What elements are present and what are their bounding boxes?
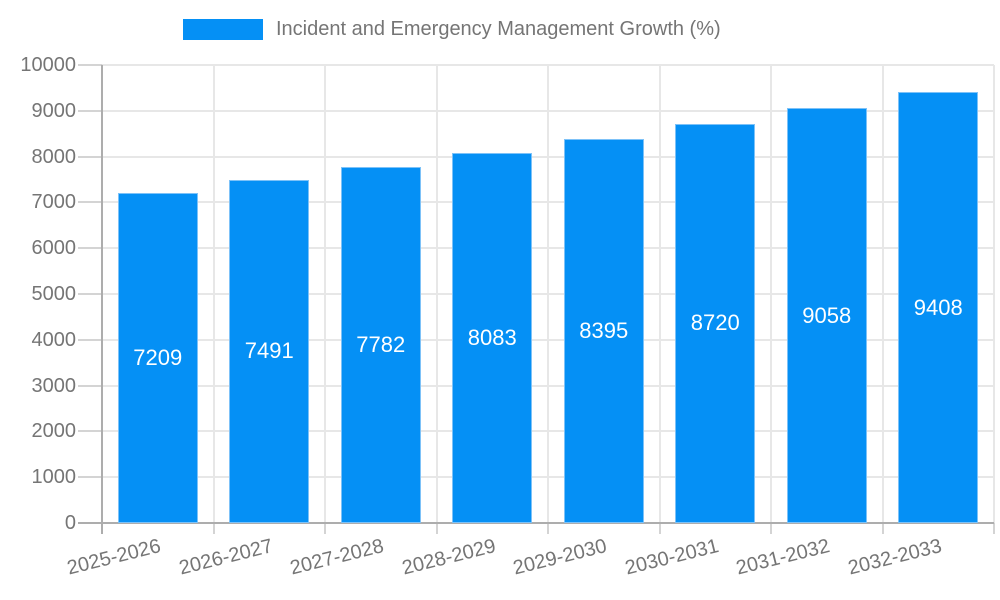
y-axis-tick: [78, 430, 102, 433]
x-tick-label: 2030-2031: [622, 535, 721, 580]
y-axis-tick: [78, 155, 102, 158]
bar-value-label: 8395: [579, 317, 629, 343]
y-axis-tick: [78, 293, 102, 295]
bar-2025-2026: 7209: [117, 192, 198, 523]
bar-value-label: 9408: [913, 294, 963, 320]
y-tick-label: 8000: [31, 145, 77, 168]
y-tick-label: 0: [64, 512, 76, 534]
bar-2029-2030: 8395: [563, 138, 644, 523]
gridline-vertical: [770, 65, 772, 523]
x-tick-label: 2032-2033: [845, 535, 944, 580]
x-tick-label: 2027-2028: [287, 535, 387, 580]
x-axis-tick: [658, 523, 661, 534]
y-tick-label: 7000: [31, 191, 77, 214]
bar-2032-2033: 9408: [898, 92, 979, 523]
x-axis-tick: [993, 523, 995, 534]
y-axis-tick: [78, 338, 102, 341]
y-axis-tick: [78, 384, 102, 387]
x-axis-tick: [547, 523, 549, 534]
gridline-vertical: [547, 65, 549, 523]
bar-2030-2031: 8720: [675, 123, 756, 523]
legend[interactable]: Incident and Emergency Management Growth…: [183, 18, 721, 41]
y-axis-line: [101, 65, 103, 534]
y-axis-tick: [78, 109, 102, 112]
y-axis-tick: [78, 476, 102, 479]
y-tick-label: 1000: [31, 466, 77, 489]
bar-value-label: 7491: [244, 338, 294, 364]
gridline-vertical: [212, 65, 215, 523]
x-axis-tick: [212, 523, 215, 534]
x-axis-tick: [881, 523, 884, 534]
bar-2027-2028: 7782: [340, 166, 421, 523]
legend-label: Incident and Emergency Management Growth…: [276, 18, 721, 40]
y-tick-label: 3000: [31, 374, 77, 397]
legend-swatch: [183, 19, 263, 40]
y-tick-label: 10000: [20, 54, 76, 76]
y-axis-tick: [78, 201, 102, 204]
x-tick-label: 2025-2026: [64, 535, 164, 580]
gridline-vertical: [435, 65, 438, 523]
x-tick-label: 2029-2030: [510, 535, 610, 580]
gridline-vertical: [881, 65, 884, 523]
bar-value-label: 8083: [467, 324, 517, 350]
x-axis-tick: [324, 523, 326, 534]
y-axis-tick: [78, 64, 102, 66]
bar-2026-2027: 7491: [229, 179, 310, 523]
y-tick-label: 9000: [31, 99, 77, 122]
x-axis-tick: [770, 523, 772, 534]
bar-value-label: 7782: [356, 331, 406, 357]
bar-2031-2032: 9058: [786, 108, 867, 523]
x-tick-label: 2026-2027: [176, 535, 275, 580]
gridline-vertical: [324, 65, 326, 523]
bar-value-label: 7209: [133, 344, 183, 370]
gridline-vertical: [993, 65, 995, 523]
x-tick-label: 2028-2029: [399, 535, 498, 580]
bar-value-label: 8720: [690, 310, 740, 336]
y-axis-tick: [78, 247, 102, 250]
y-tick-label: 5000: [31, 283, 77, 305]
y-tick-label: 2000: [31, 420, 77, 443]
y-tick-label: 4000: [31, 328, 77, 351]
x-axis-tick: [435, 523, 438, 534]
x-tick-label: 2031-2032: [733, 535, 833, 580]
bar-2028-2029: 8083: [452, 152, 533, 523]
bar-value-label: 9058: [802, 302, 852, 328]
gridline-vertical: [658, 65, 661, 523]
y-tick-label: 6000: [31, 237, 77, 260]
x-axis-line: [78, 522, 994, 524]
